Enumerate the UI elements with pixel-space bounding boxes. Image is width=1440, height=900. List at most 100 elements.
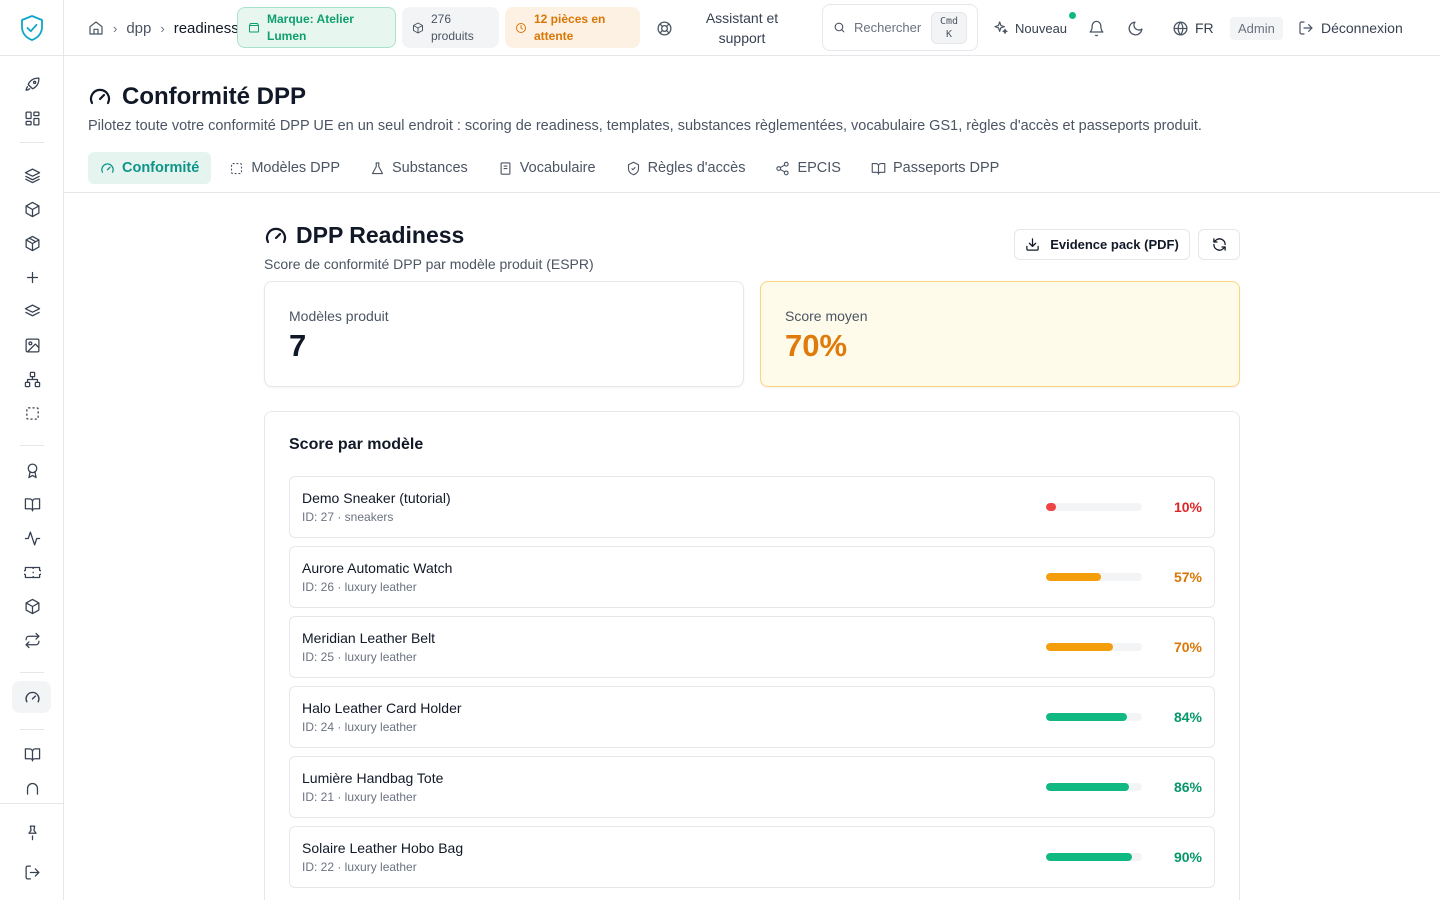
logout-icon[interactable] [22, 862, 42, 882]
score-value: 10% [1173, 499, 1202, 515]
page-title: Conformité DPP [122, 83, 307, 110]
model-row[interactable]: Demo Sneaker (tutorial) ID: 27 · sneakers… [289, 476, 1215, 538]
gauge-icon[interactable] [22, 687, 42, 707]
model-row[interactable]: Meridian Leather Belt ID: 25 · luxury lea… [289, 616, 1215, 678]
gauge-icon [88, 85, 112, 109]
brand-badge[interactable]: Marque: Atelier Lumen [237, 7, 396, 48]
model-meta: ID: 22 · luxury leather [302, 860, 417, 874]
clock-icon [515, 22, 527, 34]
score-value: 84% [1173, 709, 1202, 725]
package-icon[interactable] [22, 233, 42, 253]
book-open-icon[interactable] [22, 494, 42, 514]
refresh-icon [1212, 237, 1227, 252]
shortcut-key-cmd: Cmd [939, 15, 959, 27]
award-icon[interactable] [22, 460, 42, 480]
search-placeholder: Rechercher [854, 20, 922, 35]
stat-label: Modèles produit [289, 308, 389, 324]
dashed-square-icon [229, 161, 244, 176]
score-progress-fill [1046, 643, 1114, 651]
tab-passeports-dpp[interactable]: Passeports DPP [859, 152, 1011, 184]
ticket-icon[interactable] [22, 562, 42, 582]
tab-vocabulaire[interactable]: Vocabulaire [486, 152, 608, 184]
moon-icon[interactable] [1127, 0, 1144, 56]
repeat-icon[interactable] [22, 630, 42, 650]
search-icon [833, 21, 846, 34]
activity-icon[interactable] [22, 528, 42, 548]
gauge-icon [100, 161, 115, 176]
flask-icon [370, 161, 385, 176]
model-row[interactable]: Solaire Leather Hobo Bag ID: 22 · luxury … [289, 826, 1215, 888]
score-value: 86% [1173, 779, 1202, 795]
model-name: Meridian Leather Belt [302, 630, 436, 646]
tab-conformite[interactable]: Conformité [88, 152, 212, 184]
rocket-icon[interactable] [22, 74, 42, 94]
tab-label: EPCIS [797, 160, 841, 176]
bell-icon[interactable] [1088, 0, 1105, 56]
lifebuoy-icon[interactable] [656, 0, 673, 56]
sidebar-divider [20, 672, 44, 673]
shortcut-key-k: K [945, 28, 953, 40]
stack-icon[interactable] [22, 301, 42, 321]
pin-icon[interactable] [22, 822, 42, 842]
tab-regles-acces[interactable]: Règles d'accès [614, 152, 758, 184]
model-row[interactable]: Lumière Handbag Tote ID: 21 · luxury leat… [289, 756, 1215, 818]
score-progress-bar [1046, 853, 1142, 861]
evidence-pack-button[interactable]: Evidence pack (PDF) [1014, 229, 1190, 260]
model-row[interactable]: Aurore Automatic Watch ID: 26 · luxury le… [289, 546, 1215, 608]
model-meta: ID: 25 · luxury leather [302, 650, 417, 664]
breadcrumb: › dpp › readiness [88, 0, 239, 56]
model-row[interactable]: Halo Leather Card Holder ID: 24 · luxury … [289, 686, 1215, 748]
language-selector[interactable]: FR [1172, 0, 1214, 56]
score-progress-bar [1046, 783, 1142, 791]
chevron-right-icon: › [113, 20, 118, 36]
image-icon[interactable] [22, 335, 42, 355]
shield-check-logo-icon[interactable] [19, 14, 45, 42]
logout-icon [1298, 20, 1314, 36]
new-button[interactable]: Nouveau [993, 0, 1067, 56]
section-title: DPP Readiness [296, 222, 465, 248]
model-name: Aurore Automatic Watch [302, 560, 453, 576]
score-progress-fill [1046, 783, 1129, 791]
home-icon[interactable] [88, 20, 104, 36]
network-icon[interactable] [22, 369, 42, 389]
logout-button[interactable]: Déconnexion [1298, 0, 1403, 56]
stat-value: 7 [289, 328, 307, 363]
model-meta: ID: 21 · luxury leather [302, 790, 417, 804]
share-icon [775, 161, 790, 176]
score-value: 57% [1173, 569, 1202, 585]
pending-pieces-badge[interactable]: 12 pièces en attente [505, 7, 640, 48]
cube-icon[interactable] [22, 596, 42, 616]
stat-card-models: Modèles produit 7 [264, 281, 744, 387]
sidebar-divider [20, 729, 44, 730]
book-icon[interactable] [22, 744, 42, 764]
tab-modeles-dpp[interactable]: Modèles DPP [217, 152, 352, 184]
sidebar-divider [0, 803, 64, 804]
products-count-label: 276 produits [431, 11, 474, 43]
products-count-badge[interactable]: 276 produits [402, 7, 499, 48]
page-subtitle: Pilotez toute votre conformité DPP UE en… [88, 118, 1202, 134]
box-icon[interactable] [22, 199, 42, 219]
arch-icon[interactable] [22, 778, 42, 798]
chevron-right-icon: › [160, 20, 165, 36]
score-by-model-panel: Score par modèle Demo Sneaker (tutorial)… [264, 411, 1240, 900]
support-assistant-link[interactable]: Assistant et support [705, 10, 779, 46]
tab-label: Conformité [122, 160, 200, 176]
dashboard-grid-icon[interactable] [22, 108, 42, 128]
tab-substances[interactable]: Substances [358, 152, 480, 184]
sidebar [0, 0, 64, 900]
score-progress-bar [1046, 573, 1142, 581]
tab-epcis[interactable]: EPCIS [763, 152, 853, 184]
layers-icon[interactable] [22, 165, 42, 185]
breadcrumb-item-dpp[interactable]: dpp [126, 19, 152, 37]
score-progress-fill [1046, 573, 1101, 581]
breadcrumb-item-readiness: readiness [173, 19, 239, 37]
model-meta: ID: 27 · sneakers [302, 510, 394, 524]
plus-icon[interactable] [22, 267, 42, 287]
search-button[interactable]: Rechercher Cmd K [822, 4, 978, 51]
dashed-square-icon[interactable] [22, 403, 42, 423]
score-progress-bar [1046, 643, 1142, 651]
refresh-button[interactable] [1198, 229, 1240, 260]
sidebar-divider [20, 142, 44, 143]
stat-value: 70% [785, 328, 848, 363]
sidebar-divider [0, 55, 64, 56]
